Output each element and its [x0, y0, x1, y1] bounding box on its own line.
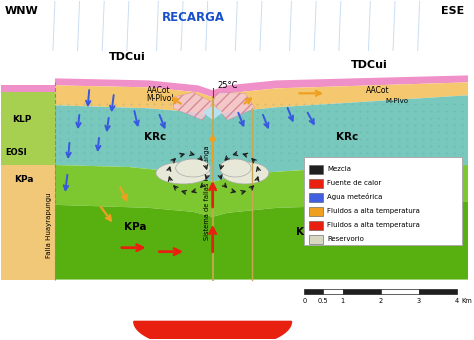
Text: KPa: KPa: [15, 175, 34, 184]
Bar: [323, 289, 343, 294]
Text: Reservorio: Reservorio: [327, 236, 364, 242]
Bar: [309, 179, 323, 188]
Polygon shape: [55, 202, 468, 279]
Text: M-Plvo: M-Plvo: [385, 98, 408, 104]
Text: Fuente de calor: Fuente de calor: [327, 180, 381, 186]
Text: KPa: KPa: [296, 227, 319, 237]
Text: Mezcla: Mezcla: [327, 166, 351, 172]
Text: KRc: KRc: [144, 132, 166, 142]
Text: Agua meteórica: Agua meteórica: [327, 193, 383, 200]
Ellipse shape: [156, 162, 210, 184]
Bar: [304, 157, 462, 245]
Polygon shape: [0, 92, 55, 165]
Text: M-Plvol: M-Plvol: [146, 94, 174, 103]
Polygon shape: [55, 95, 468, 182]
Bar: [381, 289, 419, 294]
Bar: [343, 289, 381, 294]
Text: Fluidos a alta temperatura: Fluidos a alta temperatura: [327, 222, 420, 228]
Polygon shape: [173, 92, 213, 120]
Ellipse shape: [221, 162, 269, 184]
Text: 0.5: 0.5: [318, 299, 329, 305]
Bar: [309, 207, 323, 216]
Polygon shape: [55, 75, 468, 97]
Text: EOSI: EOSI: [6, 148, 27, 157]
Bar: [309, 221, 323, 230]
Text: Km: Km: [461, 299, 472, 305]
Text: 4: 4: [455, 299, 459, 305]
Text: Fluidos a alta temperatura: Fluidos a alta temperatura: [327, 208, 420, 214]
Text: KPa: KPa: [124, 222, 146, 232]
Text: KLP: KLP: [12, 115, 32, 124]
Bar: [309, 193, 323, 202]
Ellipse shape: [219, 159, 251, 177]
Text: RECARGA: RECARGA: [162, 11, 224, 24]
Text: TDCui: TDCui: [351, 61, 387, 70]
Ellipse shape: [176, 159, 210, 177]
Text: 25°C: 25°C: [218, 81, 238, 90]
Polygon shape: [213, 92, 255, 120]
Polygon shape: [55, 165, 468, 217]
Text: ESE: ESE: [441, 6, 464, 16]
Text: 3: 3: [417, 299, 421, 305]
Polygon shape: [0, 165, 55, 279]
Text: AACot: AACot: [365, 86, 389, 95]
Text: 1: 1: [340, 299, 345, 305]
Polygon shape: [0, 85, 55, 279]
Text: Falla Huayrapungu: Falla Huayrapungu: [46, 192, 52, 258]
Polygon shape: [55, 82, 468, 116]
Text: KRc: KRc: [336, 132, 358, 142]
Text: 2: 2: [379, 299, 383, 305]
Text: WNW: WNW: [5, 6, 38, 16]
Text: Sistema de fallas Pallatanga: Sistema de fallas Pallatanga: [204, 145, 210, 240]
Bar: [309, 165, 323, 174]
Text: AACot: AACot: [146, 86, 170, 95]
Text: TDCui: TDCui: [109, 52, 146, 63]
Polygon shape: [203, 105, 222, 120]
Polygon shape: [134, 321, 292, 340]
Text: 0: 0: [302, 299, 307, 305]
Bar: [419, 289, 457, 294]
Polygon shape: [0, 85, 55, 92]
Bar: [309, 235, 323, 244]
Bar: [304, 289, 323, 294]
